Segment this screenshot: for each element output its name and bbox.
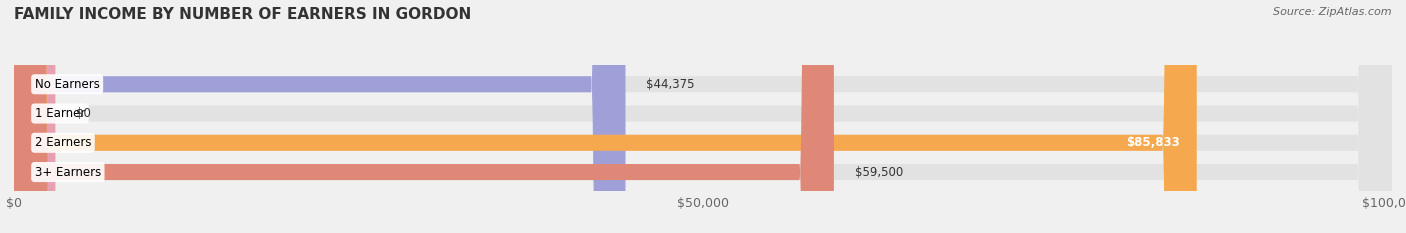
Text: 1 Earner: 1 Earner: [35, 107, 86, 120]
FancyBboxPatch shape: [14, 0, 1392, 233]
Text: Source: ZipAtlas.com: Source: ZipAtlas.com: [1274, 7, 1392, 17]
Text: $59,500: $59,500: [855, 165, 903, 178]
Text: 3+ Earners: 3+ Earners: [35, 165, 101, 178]
Text: No Earners: No Earners: [35, 78, 100, 91]
FancyBboxPatch shape: [14, 0, 626, 233]
FancyBboxPatch shape: [14, 0, 1392, 233]
FancyBboxPatch shape: [14, 0, 55, 233]
Text: $85,833: $85,833: [1126, 136, 1180, 149]
FancyBboxPatch shape: [14, 0, 834, 233]
FancyBboxPatch shape: [14, 0, 1392, 233]
FancyBboxPatch shape: [14, 0, 1392, 233]
Text: $44,375: $44,375: [647, 78, 695, 91]
Text: $0: $0: [76, 107, 91, 120]
Text: FAMILY INCOME BY NUMBER OF EARNERS IN GORDON: FAMILY INCOME BY NUMBER OF EARNERS IN GO…: [14, 7, 471, 22]
Text: 2 Earners: 2 Earners: [35, 136, 91, 149]
FancyBboxPatch shape: [14, 0, 1197, 233]
